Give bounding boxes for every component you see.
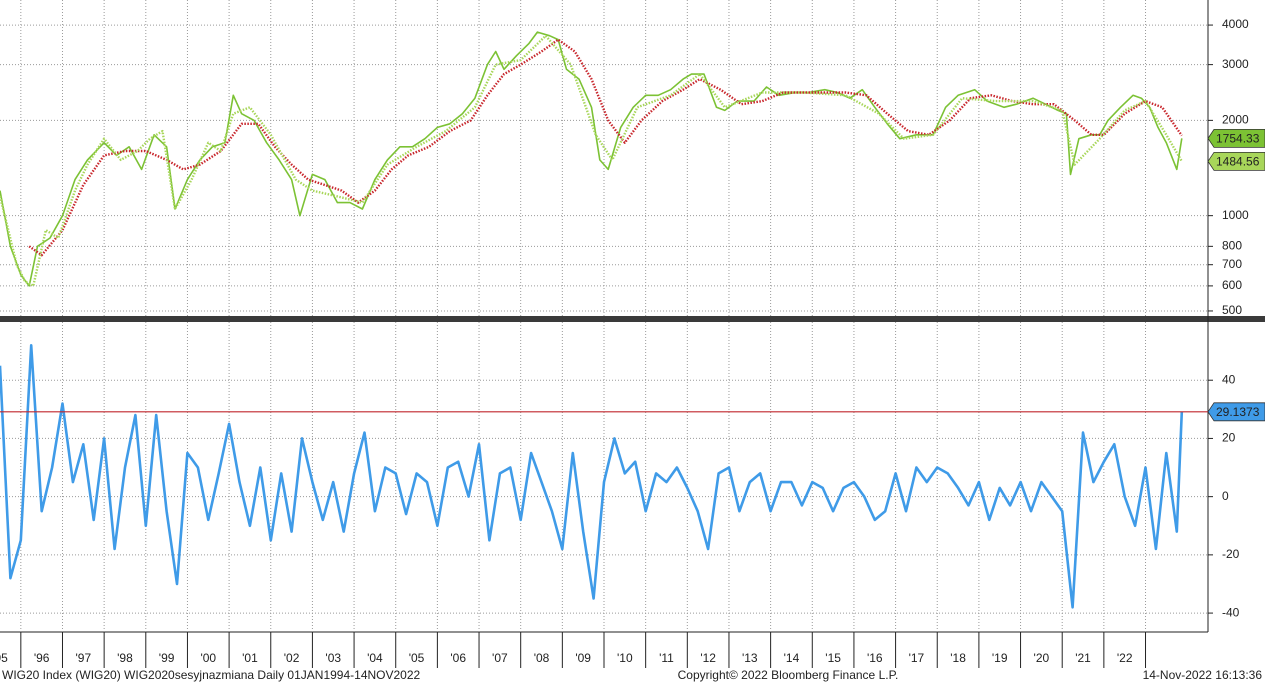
y-tick-label: 600 <box>1222 278 1242 292</box>
x-tick-label: '22 <box>1117 651 1133 665</box>
y-tick-label: 500 <box>1222 303 1242 317</box>
x-tick-label: '14 <box>784 651 800 665</box>
footer-right: 14-Nov-2022 16:13:36 <box>1143 668 1263 682</box>
series-line <box>0 31 1183 287</box>
x-tick-label: '20 <box>1034 651 1050 665</box>
y-tick-label: 2000 <box>1222 113 1249 127</box>
x-tick-label: '15 <box>825 651 841 665</box>
last-value-box <box>1207 151 1265 171</box>
y-tick-label: 40 <box>1222 372 1236 386</box>
footer-left: WIG20 Index (WIG20) WIG2020sesyjnazmiana… <box>2 668 421 682</box>
x-tick-label: '00 <box>200 651 216 665</box>
x-tick-label: '95 <box>0 651 8 665</box>
series-line <box>0 34 1183 288</box>
y-tick-label: -20 <box>1222 547 1240 561</box>
x-tick-label: '11 <box>659 651 674 665</box>
y-tick-label: 3000 <box>1222 57 1249 71</box>
y-tick-label: 0 <box>1222 489 1229 503</box>
last-value-label: 1484.56 <box>1216 155 1260 169</box>
y-tick-label: 4000 <box>1222 17 1249 31</box>
y-tick-label: -40 <box>1222 605 1240 619</box>
x-tick-label: '05 <box>409 651 425 665</box>
x-tick-label: '10 <box>617 651 633 665</box>
y-tick-label: 700 <box>1222 257 1242 271</box>
panel-divider <box>0 316 1265 322</box>
x-tick-label: '01 <box>242 651 258 665</box>
x-tick-label: '07 <box>492 651 508 665</box>
footer-center: Copyright© 2022 Bloomberg Finance L.P. <box>678 668 899 682</box>
y-tick-label: 1000 <box>1222 208 1249 222</box>
last-value-box <box>1207 128 1265 148</box>
x-tick-label: '98 <box>117 651 133 665</box>
y-tick-label: 800 <box>1222 239 1242 253</box>
x-tick-label: '18 <box>950 651 966 665</box>
x-tick-label: '97 <box>75 651 91 665</box>
x-tick-label: '06 <box>450 651 466 665</box>
x-tick-label: '13 <box>742 651 758 665</box>
last-value-label: 1754.33 <box>1216 132 1260 146</box>
x-tick-label: '96 <box>34 651 50 665</box>
x-tick-label: '02 <box>284 651 300 665</box>
x-tick-label: '19 <box>992 651 1008 665</box>
x-tick-label: '12 <box>700 651 716 665</box>
x-tick-label: '09 <box>575 651 591 665</box>
x-tick-label: '16 <box>867 651 883 665</box>
x-tick-label: '21 <box>1075 651 1091 665</box>
series-line <box>0 344 1184 609</box>
x-tick-label: '99 <box>159 651 175 665</box>
last-value-label: 29.1373 <box>1216 405 1260 419</box>
x-tick-label: '08 <box>534 651 550 665</box>
series-line <box>28 38 1183 257</box>
y-tick-label: 20 <box>1222 431 1236 445</box>
last-value-box <box>1207 402 1265 422</box>
x-tick-label: '17 <box>909 651 925 665</box>
x-tick-label: '03 <box>325 651 341 665</box>
x-tick-label: '04 <box>367 651 383 665</box>
